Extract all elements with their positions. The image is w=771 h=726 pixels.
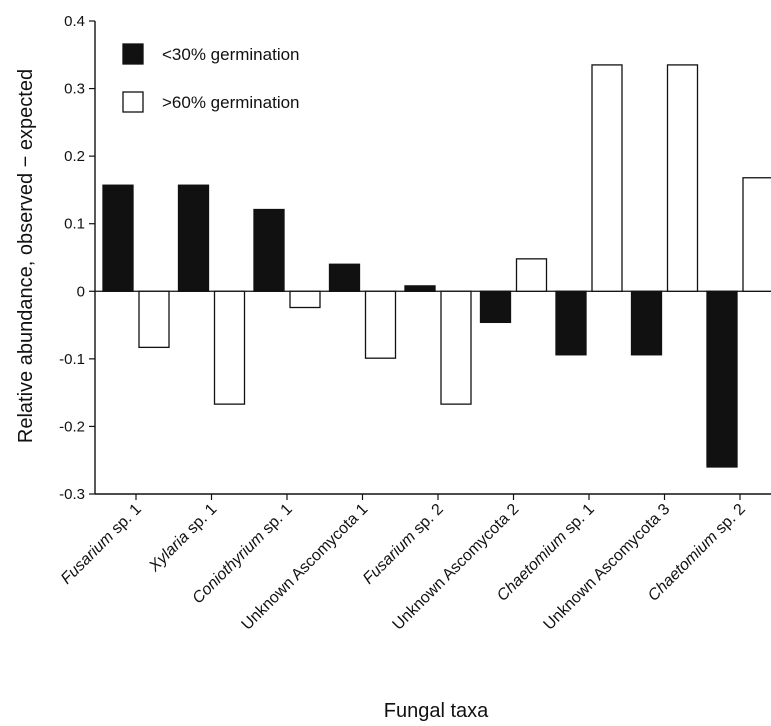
- x-tick-label: Unknown Ascomycota 2: [390, 501, 523, 634]
- bar-above-60-germination: [666, 64, 699, 292]
- bar-below-30-germination: [555, 290, 587, 356]
- bar-below-30-germination: [404, 285, 436, 292]
- x-tick-label-text: sp. 1: [181, 501, 221, 541]
- bar-above-60-germination: [364, 290, 397, 359]
- legend-label-above-60: >60% germination: [162, 93, 300, 112]
- y-tick-label: 0.4: [64, 13, 85, 30]
- x-tick-label: Xylaria sp. 1: [145, 501, 220, 576]
- bar-below-30-germination: [479, 290, 512, 324]
- x-tick-label: Unknown Ascomycota 1: [239, 501, 372, 634]
- x-tick-label-genus: Coniothyrium: [189, 528, 268, 607]
- bar-above-60-germination: [440, 290, 472, 405]
- x-tick-label: Fusarium sp. 2: [360, 501, 447, 588]
- y-tick-label: -0.2: [59, 418, 85, 435]
- x-tick-label-genus: Chaetomium: [645, 528, 721, 604]
- x-tick-label-text: sp. 1: [256, 501, 296, 541]
- legend-swatch-below-30: [122, 43, 144, 65]
- bar-above-60-germination: [138, 290, 170, 349]
- bar-below-30-germination: [630, 290, 663, 356]
- y-tick-label: 0.2: [64, 148, 85, 165]
- x-tick-label-genus: Fusarium: [360, 528, 419, 587]
- legend-label-below-30: <30% germination: [162, 45, 300, 64]
- bar-below-30-germination: [706, 290, 738, 468]
- x-tick-label-text: Unknown Ascomycota 1: [239, 501, 372, 634]
- legend: <30% germination >60% germination: [122, 43, 300, 113]
- x-tick-label-text: sp. 2: [709, 501, 749, 541]
- x-tick-label-text: sp. 2: [407, 501, 447, 541]
- bar-above-60-germination: [591, 64, 623, 292]
- x-tick-label-text: sp. 1: [558, 501, 598, 541]
- x-tick-label-text: Unknown Ascomycota 2: [390, 501, 523, 634]
- x-axis-title: Fungal taxa: [384, 700, 489, 722]
- bar-above-60-germination: [515, 258, 548, 292]
- legend-swatch-above-60: [122, 91, 144, 113]
- bar-below-30-germination: [102, 184, 134, 292]
- bar-above-60-germination: [742, 177, 771, 292]
- y-tick-label: 0.1: [64, 216, 85, 233]
- y-tick-label: 0.3: [64, 81, 85, 98]
- x-tick-label-genus: Fusarium: [58, 528, 117, 587]
- bar-above-60-germination: [213, 290, 246, 405]
- x-tick-label: Fusarium sp. 1: [58, 501, 145, 588]
- bar-below-30-germination: [253, 208, 285, 292]
- y-tick-label: 0: [77, 283, 85, 300]
- x-tick-label-text: Unknown Ascomycota 3: [541, 501, 674, 634]
- x-tick-label-text: sp. 1: [105, 501, 145, 541]
- y-tick-label: -0.3: [59, 486, 85, 503]
- y-tick-label: -0.1: [59, 351, 85, 368]
- x-tick-label-genus: Xylaria: [145, 528, 192, 575]
- x-tick-label: Unknown Ascomycota 3: [541, 501, 674, 634]
- bar-above-60-germination: [289, 290, 321, 309]
- y-axis-title: Relative abundance, observed − expected: [15, 69, 37, 443]
- bar-below-30-germination: [177, 184, 210, 292]
- bar-below-30-germination: [328, 263, 361, 292]
- x-tick-label-genus: Chaetomium: [494, 528, 570, 604]
